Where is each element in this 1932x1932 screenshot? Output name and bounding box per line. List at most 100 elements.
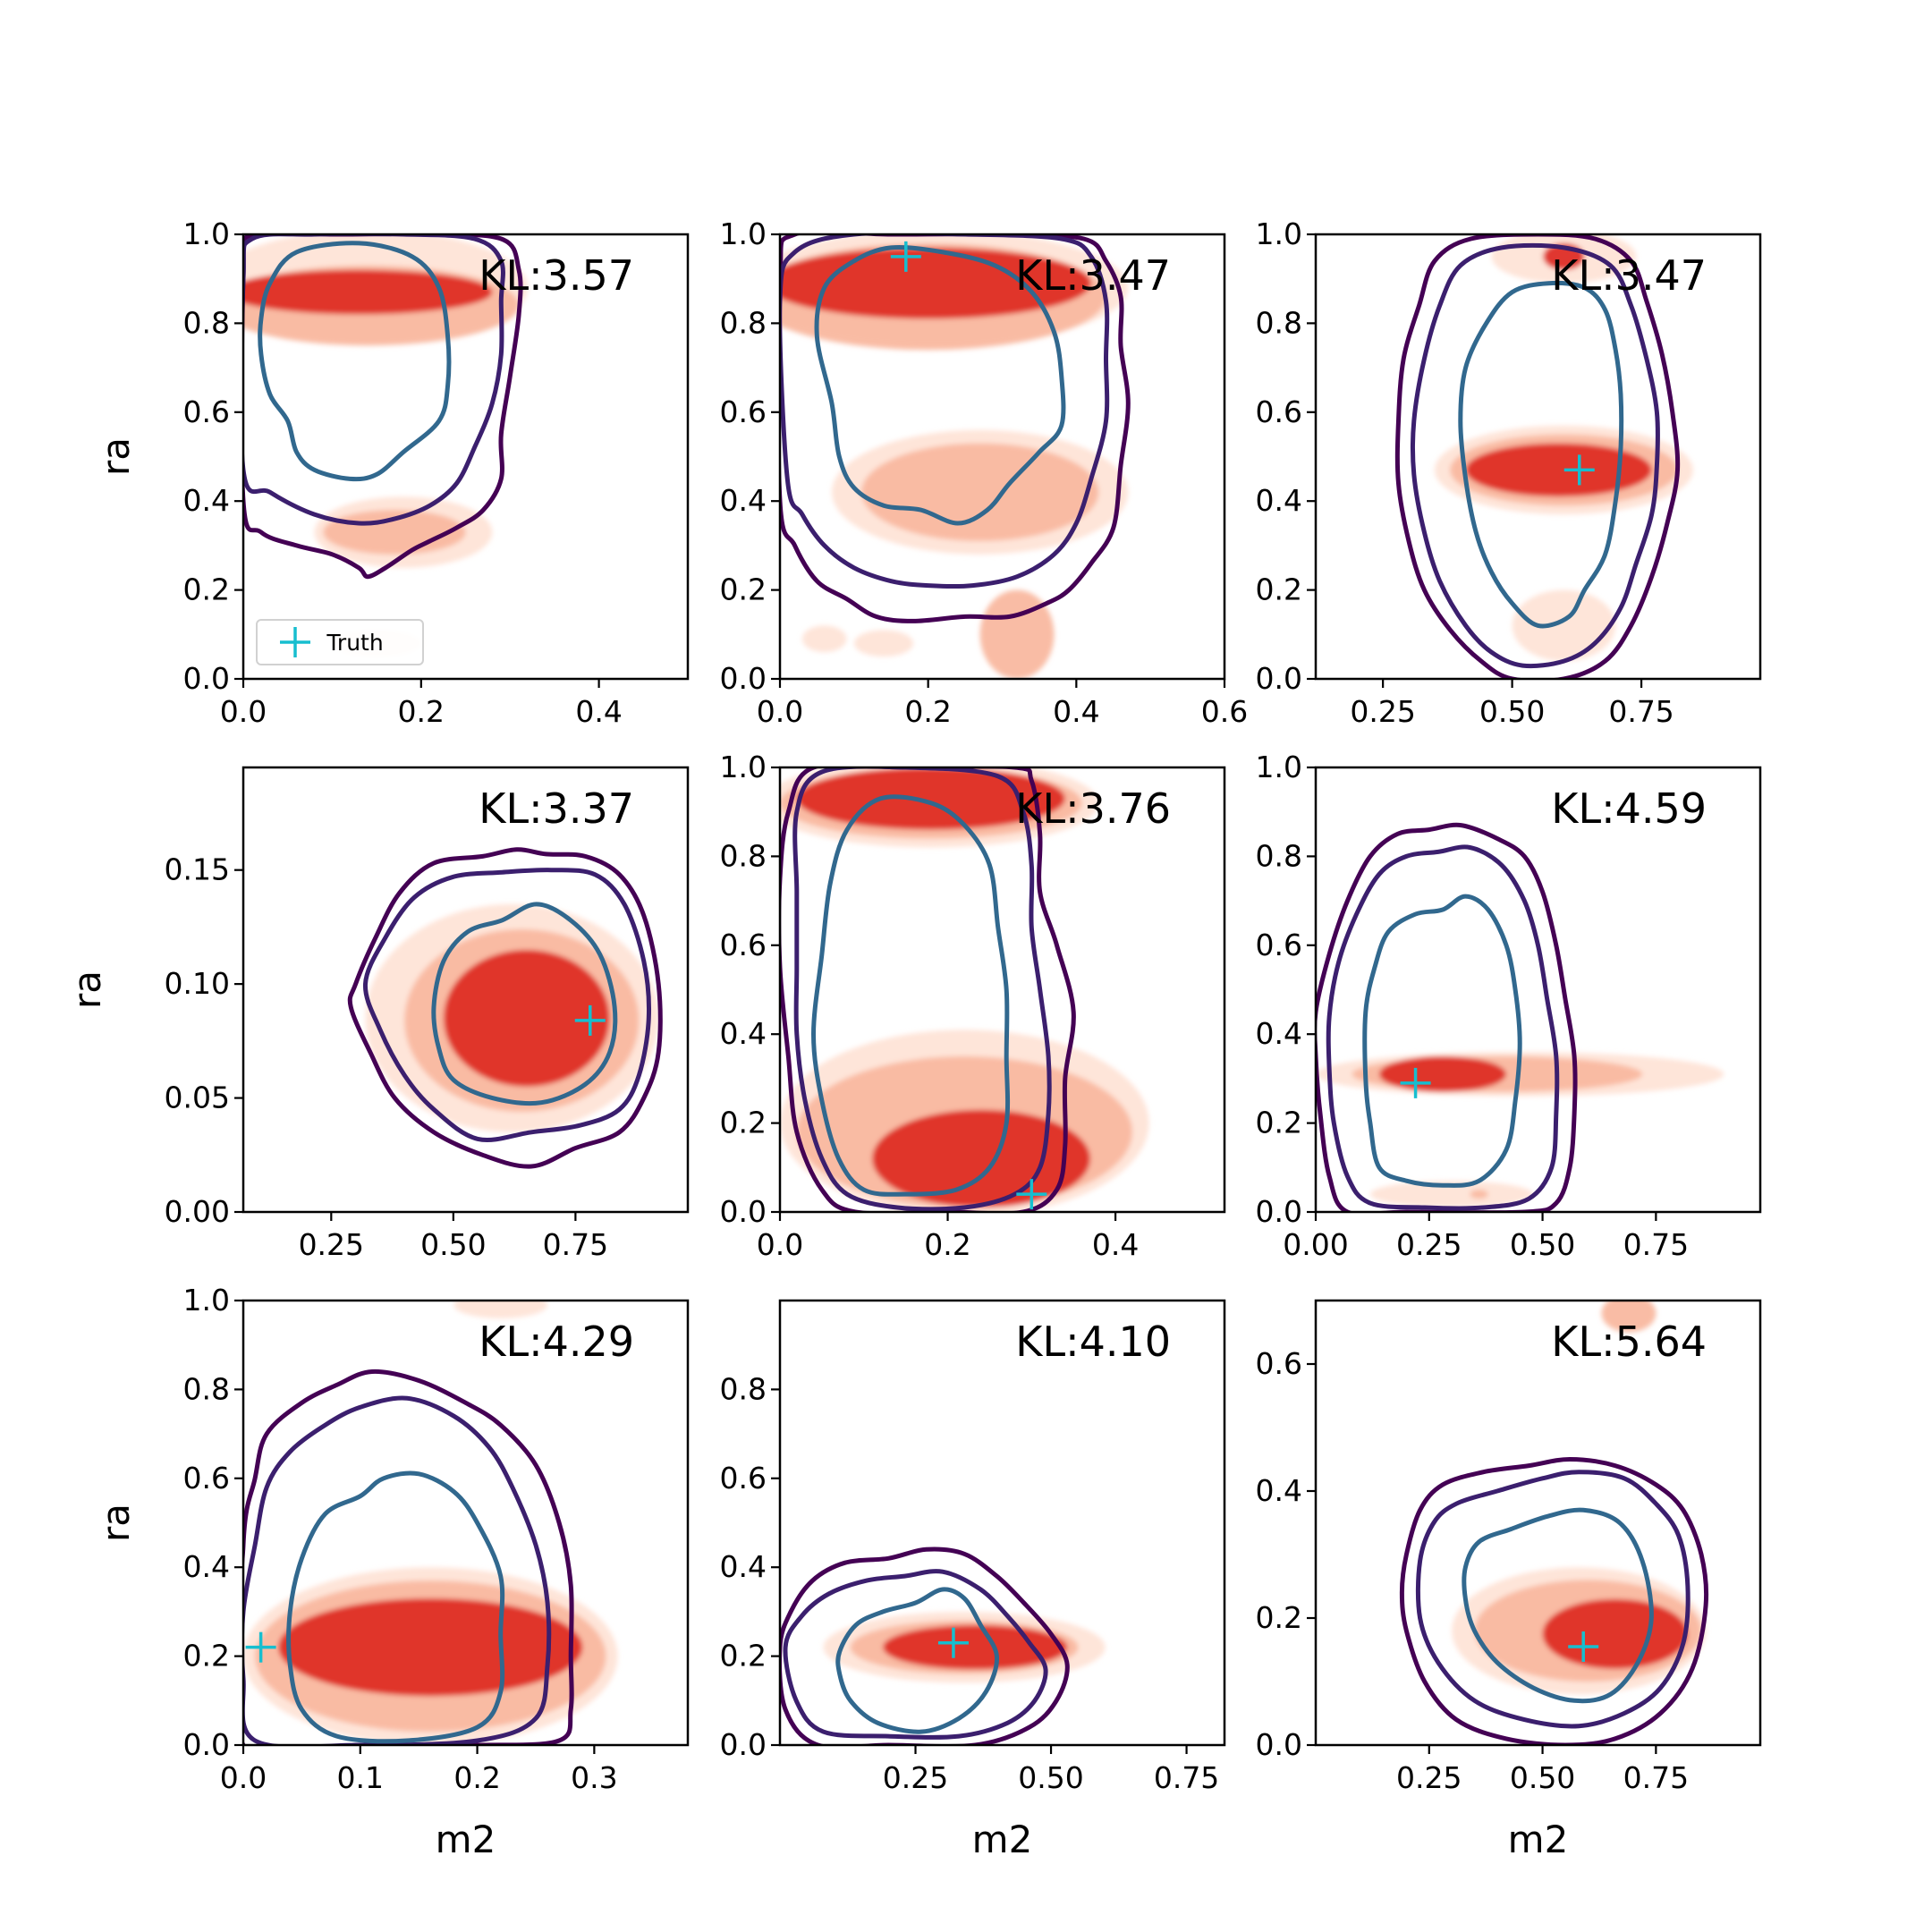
legend-truth-marker	[280, 627, 310, 657]
y-tick-label: 1.0	[1256, 750, 1302, 784]
truth-marker	[1563, 454, 1595, 486]
contour-outer	[780, 1546, 1070, 1745]
kl-annotation: KL:5.64	[1551, 1318, 1707, 1366]
subplot-7: 0.0 0.1 0.2 0.3 0.0 0.2 0.4 0.6 0.8 1.0 KL:4.29 ra m…	[94, 1283, 690, 1861]
x-tick-label: 0.3	[571, 1760, 617, 1795]
y-tick-label: 0.4	[720, 1549, 767, 1584]
x-tick-label: 0.75	[1623, 1227, 1689, 1262]
contour-inner	[811, 794, 1011, 1197]
x-tick-label: 0.50	[1510, 1227, 1575, 1262]
truth-marker	[890, 241, 921, 272]
truth-marker	[1568, 1631, 1599, 1662]
y-tick-label: 0.6	[1256, 1346, 1302, 1381]
y-tick-label: 0.2	[720, 1639, 767, 1674]
axes-frame	[242, 233, 690, 681]
contour-middle	[783, 1569, 1048, 1740]
x-tick-label: 0.50	[1018, 1760, 1083, 1795]
contour-outer	[780, 234, 1131, 623]
kl-annotation: KL:3.57	[479, 251, 634, 300]
density-region	[1601, 1301, 1657, 1333]
density-region	[1369, 1181, 1534, 1208]
y-tick-label: 0.4	[183, 1549, 230, 1584]
y-axis-label: ra	[94, 437, 138, 476]
y-tick-label: 0.8	[183, 305, 230, 340]
y-tick-label: 0.4	[1256, 1016, 1302, 1051]
plot-area	[243, 1301, 618, 1745]
y-tick-label: 0.4	[1256, 483, 1302, 518]
y-tick-label: 0.2	[720, 572, 767, 607]
x-tick-label: 0.50	[1510, 1760, 1575, 1795]
x-tick-label: 0.25	[1396, 1227, 1462, 1262]
plot-area	[1399, 1301, 1709, 1745]
truth-marker	[574, 1004, 606, 1036]
y-tick-label: 0.6	[720, 928, 767, 962]
x-tick-label: 0.75	[1154, 1760, 1219, 1795]
y-tick-label: 1.0	[183, 1283, 230, 1318]
subplot-9: 0.25 0.50 0.75 0.0 0.2 0.4 0.6 KL:5.64 m2	[1256, 1299, 1762, 1861]
contour-outer	[243, 1368, 574, 1745]
x-tick-label: 0.75	[543, 1227, 608, 1262]
density-region	[780, 247, 1091, 319]
x-tick-label: 0.25	[299, 1227, 364, 1262]
density-region	[1512, 589, 1616, 662]
y-tick-label: 0.8	[1256, 838, 1302, 873]
contour-outer	[1399, 1457, 1709, 1745]
y-tick-label: 0.15	[165, 852, 230, 887]
truth-marker	[937, 1627, 969, 1658]
y-tick-label: 0.10	[165, 966, 230, 1001]
subplot-4: 0.25 0.50 0.75 0.00 0.05 0.10 0.15 KL:3.37 ra	[65, 766, 690, 1262]
y-axis-label: ra	[94, 1504, 138, 1542]
y-tick-label: 0.8	[720, 1371, 767, 1406]
x-tick-label: 0.2	[453, 1760, 500, 1795]
kl-annotation: KL:3.47	[1551, 251, 1707, 300]
y-tick-label: 0.4	[183, 483, 230, 518]
density-fill	[1452, 1301, 1707, 1695]
truth-marker	[245, 1631, 276, 1663]
x-tick-label: 0.4	[1053, 694, 1099, 729]
plot-area	[1394, 234, 1693, 679]
y-tick-label: 0.6	[1256, 394, 1302, 429]
kl-annotation: KL:4.29	[479, 1318, 634, 1366]
axes-frame	[778, 1299, 1226, 1747]
x-tick-label: 0.75	[1608, 694, 1674, 729]
density-region	[796, 767, 1065, 830]
x-tick-label: 0.2	[398, 694, 445, 729]
axes-frame	[242, 1299, 690, 1747]
y-tick-label: 0.8	[1256, 305, 1302, 340]
contour-middle	[243, 1395, 552, 1745]
kl-annotation: KL:3.76	[1015, 784, 1171, 833]
y-tick-label: 0.6	[720, 1461, 767, 1496]
plot-area	[1316, 822, 1724, 1212]
plot-area	[243, 234, 529, 657]
y-tick-label: 0.8	[183, 1371, 230, 1406]
density-fill	[780, 234, 1129, 679]
contour-outer	[1316, 822, 1578, 1212]
y-tick-label: 1.0	[1256, 216, 1302, 251]
y-tick-label: 0.0	[1256, 1194, 1302, 1229]
density-region	[1542, 1598, 1688, 1669]
x-tick-label: 0.25	[1350, 694, 1415, 729]
subplot-3: 0.25 0.50 0.75 0.0 0.2 0.4 0.6 0.8 1.0 KL:3.47	[1256, 216, 1762, 729]
density-region	[1465, 443, 1652, 497]
contour-inner	[1458, 280, 1624, 629]
y-tick-label: 0.4	[1256, 1473, 1302, 1508]
y-tick-label: 0.2	[1256, 1600, 1302, 1635]
x-tick-label: 0.4	[575, 694, 622, 729]
kl-annotation: KL:3.37	[479, 784, 634, 833]
density-region	[1470, 1190, 1488, 1199]
axes-frame	[1314, 233, 1762, 681]
density-region	[872, 1109, 1090, 1208]
truth-marker	[1016, 1179, 1047, 1210]
axes-frame	[778, 766, 1226, 1214]
subplot-8: 0.25 0.50 0.75 0.0 0.2 0.4 0.6 0.8 KL:4.10 m2	[720, 1299, 1226, 1861]
y-tick-label: 1.0	[720, 216, 767, 251]
y-tick-label: 0.0	[720, 1194, 767, 1229]
x-tick-label: 0.1	[337, 1760, 384, 1795]
axes-frame	[1314, 766, 1762, 1214]
y-tick-label: 0.2	[1256, 1106, 1302, 1140]
density-fill	[823, 1611, 1106, 1683]
x-tick-label: 0.0	[220, 1760, 267, 1795]
contour-middle	[1326, 844, 1560, 1211]
contour-inner	[431, 902, 618, 1106]
